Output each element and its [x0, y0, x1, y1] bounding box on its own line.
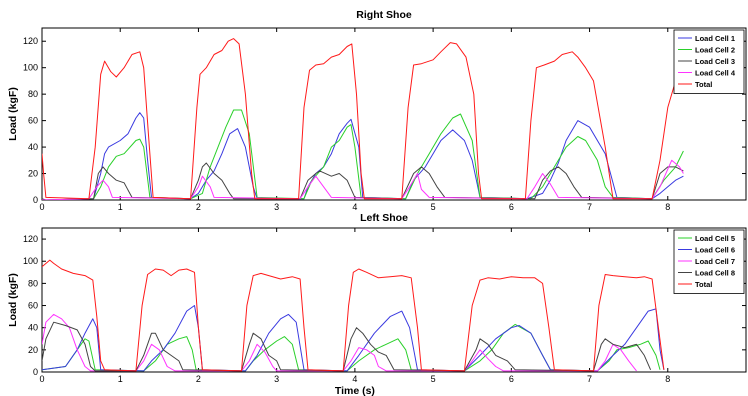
x-tick-label: 1 [118, 374, 123, 384]
y-tick-label: 20 [28, 345, 38, 355]
y-axis-label: Load (kgF) [7, 87, 19, 141]
legend-label: Total [695, 80, 712, 89]
x-tick-label: 0 [39, 374, 44, 384]
y-tick-label: 100 [23, 63, 38, 73]
series-line-load-cell-1 [42, 112, 684, 200]
legend: Load Cell 1 Load Cell 2 Load Cell 3 Load Ce… [673, 29, 745, 94]
x-tick-label: 7 [587, 202, 592, 212]
series-group [42, 38, 684, 200]
x-tick-label: 2 [196, 374, 201, 384]
y-tick-label: 0 [33, 195, 38, 205]
x-tick-label: 7 [587, 374, 592, 384]
x-axis-label: Time (s) [335, 385, 375, 396]
legend-box [673, 229, 745, 294]
x-tick-label: 2 [196, 202, 201, 212]
y-tick-label: 60 [28, 301, 38, 311]
legend-label: Load Cell 6 [695, 245, 735, 254]
x-tick-label: 3 [274, 202, 279, 212]
x-tick-label: 8 [665, 374, 670, 384]
series-line-load-cell-4 [42, 159, 684, 200]
x-tick-label: 4 [352, 374, 357, 384]
y-tick-label: 80 [28, 89, 38, 99]
y-tick-label: 120 [23, 36, 38, 46]
x-tick-label: 1 [118, 202, 123, 212]
legend: Load Cell 5 Load Cell 6 Load Cell 7 Load Ce… [673, 229, 745, 294]
y-tick-label: 60 [28, 116, 38, 126]
x-tick-label: 3 [274, 374, 279, 384]
x-tick-label: 0 [39, 202, 44, 212]
y-tick-label: 20 [28, 169, 38, 179]
series-line-total [42, 259, 665, 372]
y-tick-label: 0 [33, 367, 38, 377]
legend-label: Load Cell 5 [695, 234, 735, 243]
legend-label: Load Cell 3 [695, 57, 735, 66]
y-tick-label: 80 [28, 278, 38, 288]
series-group [42, 259, 665, 372]
x-tick-label: 6 [509, 202, 514, 212]
plot-area [41, 27, 747, 201]
x-tick-label: 5 [431, 374, 436, 384]
series-line-load-cell-7 [42, 313, 637, 372]
chart-0: Right Shoe Load (kgF) 0 20 40 60 80 100 120 0 1 2 3 4… [7, 9, 747, 212]
y-tick-label: 100 [23, 256, 38, 266]
y-tick-label: 40 [28, 142, 38, 152]
legend-box [673, 29, 745, 94]
y-tick-label: 120 [23, 234, 38, 244]
x-tick-label: 8 [665, 202, 670, 212]
legend-label: Total [695, 280, 712, 289]
y-axis-label: Load (kgF) [7, 273, 19, 327]
x-tick-label: 6 [509, 374, 514, 384]
chart-title: Left Shoe [360, 212, 408, 224]
x-tick-label: 5 [431, 202, 436, 212]
legend-label: Load Cell 1 [695, 34, 735, 43]
legend-label: Load Cell 4 [695, 68, 736, 77]
x-tick-label: 4 [352, 202, 357, 212]
series-line-load-cell-2 [42, 109, 684, 200]
legend-label: Load Cell 2 [695, 45, 735, 54]
series-line-total [42, 38, 683, 200]
legend-label: Load Cell 8 [695, 268, 735, 277]
series-line-load-cell-3 [42, 162, 684, 200]
legend-label: Load Cell 7 [695, 257, 735, 266]
y-tick-label: 40 [28, 323, 38, 333]
chart-title: Right Shoe [356, 9, 412, 21]
